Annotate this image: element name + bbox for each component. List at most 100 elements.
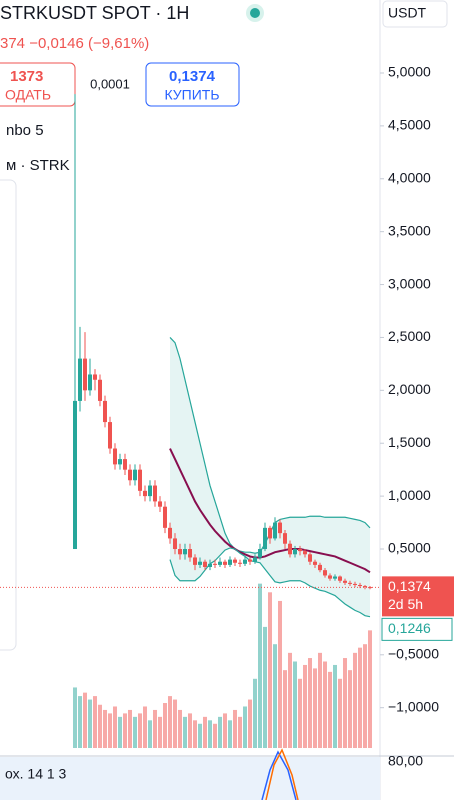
volume-bar <box>123 713 127 748</box>
y-tick-label: 1,5000 <box>388 434 431 450</box>
volume-bar <box>273 644 277 748</box>
volume-bar <box>148 720 152 748</box>
candle-body <box>173 538 177 550</box>
sell-label[interactable]: ОДАТЬ <box>5 87 51 103</box>
candle-body <box>98 379 102 401</box>
y-tick-label: 4,5000 <box>388 117 431 133</box>
candle-body <box>123 459 127 470</box>
volume-bar <box>243 706 247 748</box>
volume-bar <box>128 709 132 748</box>
band-line <box>169 448 371 574</box>
y-tick-label: 4,0000 <box>388 169 431 185</box>
candle-body <box>228 559 232 565</box>
volume-bar <box>263 626 267 748</box>
volume-bar <box>198 723 202 748</box>
volume-bar <box>238 716 242 748</box>
volume-bar <box>363 644 367 748</box>
volume-bar <box>98 704 102 748</box>
candle-body <box>233 559 237 563</box>
volume-bar <box>78 696 82 748</box>
volume-bar <box>138 713 142 748</box>
buy-button[interactable] <box>145 62 240 107</box>
candle-body <box>293 549 297 555</box>
candle-body <box>348 582 352 584</box>
volume-bar <box>318 652 322 748</box>
volume-bar <box>208 720 212 748</box>
indicator-2: м · STRK <box>6 157 70 174</box>
currency-box[interactable] <box>382 0 448 28</box>
candle-body <box>183 549 187 555</box>
oscillator-k <box>261 750 297 801</box>
volume-bar <box>303 664 307 748</box>
volume-bar <box>173 699 177 748</box>
currency[interactable]: USDT <box>388 5 427 21</box>
toolbar[interactable] <box>0 179 17 651</box>
volume-bar <box>203 716 207 748</box>
volume-bar <box>278 600 282 748</box>
volume-bar <box>143 706 147 748</box>
spread: 0,0001 <box>90 76 130 91</box>
volume-bar <box>338 678 342 748</box>
volume-bar <box>308 658 312 748</box>
candle-body <box>203 561 207 567</box>
y-tick-label: −1,0000 <box>388 698 439 714</box>
volume-bar <box>228 720 232 748</box>
volume-bar <box>73 687 77 748</box>
candle-body <box>118 459 122 465</box>
y-tick-label: 2,5000 <box>388 328 431 344</box>
candle-body <box>93 374 97 380</box>
candle-body <box>283 533 287 544</box>
candle-body <box>198 561 202 565</box>
volume-bar <box>108 713 112 748</box>
candle-body <box>253 557 257 562</box>
candle-body <box>113 448 117 465</box>
sell-button[interactable] <box>0 62 76 107</box>
candle-body <box>188 549 192 558</box>
candle-body <box>258 549 262 558</box>
buy-price[interactable]: 0,1374 <box>169 68 216 85</box>
candle-body <box>318 564 322 571</box>
candle-body <box>343 580 347 583</box>
candle-body <box>158 501 162 507</box>
sell-price[interactable]: 1373 <box>10 68 43 85</box>
candle-body <box>168 527 172 539</box>
band-box <box>381 617 453 641</box>
y-tick-label: −0,5000 <box>388 645 439 661</box>
candle-body <box>223 561 227 565</box>
candle-body <box>278 522 282 534</box>
band-label: 0,1246 <box>388 620 431 636</box>
volume-bar <box>163 703 167 748</box>
volume-bar <box>183 716 187 748</box>
oscillator-label: ох. 14 1 3 <box>5 766 67 782</box>
volume-bar <box>368 630 372 748</box>
y-tick-label: 1,0000 <box>388 487 431 503</box>
price-box <box>382 576 454 617</box>
y-tick-label: 3,5000 <box>388 222 431 238</box>
volume-bar <box>103 709 107 748</box>
volume-bar <box>133 716 137 748</box>
candle-body <box>333 576 337 579</box>
candle-body <box>308 554 312 562</box>
price-label: 0,1374 <box>388 578 431 594</box>
volume-bar <box>248 699 252 748</box>
volume-bar <box>328 671 332 748</box>
candle-body <box>193 557 197 565</box>
volume-bar <box>88 699 92 748</box>
candle-body <box>303 551 307 555</box>
candle-body <box>298 549 302 552</box>
buy-label[interactable]: КУПИТЬ <box>164 87 219 103</box>
volume-bar <box>188 713 192 748</box>
candle-body <box>73 400 77 550</box>
volume-bar <box>178 709 182 748</box>
countdown: 2d 5h <box>388 596 423 612</box>
candle-body <box>288 543 292 555</box>
volume-bar <box>118 716 122 748</box>
volume-bar <box>218 716 222 748</box>
volume-bar <box>348 670 352 748</box>
volume-bar <box>213 723 217 748</box>
y-tick-label: 3,0000 <box>388 275 431 291</box>
candle-body <box>143 490 147 497</box>
volume-bar <box>258 583 262 748</box>
candle-body <box>133 469 137 481</box>
